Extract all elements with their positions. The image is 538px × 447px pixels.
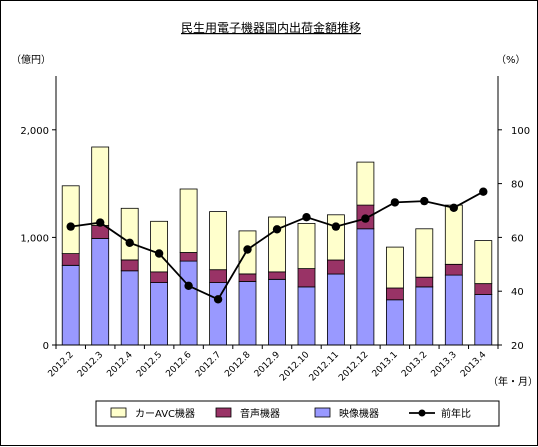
y2-tick-label-80: 80 [511, 180, 524, 191]
bar-audio-2012.10 [297, 268, 316, 288]
bar-audio-2012.8 [238, 273, 257, 282]
legend-swatch-0 [110, 407, 127, 418]
y2-tick-label-100: 100 [511, 126, 530, 137]
legend-label-1: 音声機器 [240, 407, 280, 420]
bar-video-2012.9 [268, 278, 286, 346]
x-tick-label-2012.11: 2012.11 [308, 350, 341, 383]
bar-car-avc-2013.4 [474, 240, 493, 285]
bar-audio-2013.4 [474, 283, 493, 295]
legend-label-0: カーAVC機器 [135, 407, 195, 420]
y-tick-label-1000: 1,000 [20, 233, 49, 244]
bar-video-2013.2 [415, 286, 434, 346]
yoy-point-2012.7 [213, 295, 223, 304]
x-tick-label-2012.12: 2012.12 [337, 350, 370, 383]
y-axis-label: （億円） [11, 53, 51, 66]
x-tick-label-2012.7: 2012.7 [194, 350, 223, 379]
yoy-point-2013.4 [479, 187, 488, 196]
bar-car-avc-2012.3 [91, 146, 110, 226]
x-tick-label-2012.8: 2012.8 [223, 350, 253, 380]
bar-audio-2013.3 [444, 263, 463, 276]
bar-audio-2013.2 [415, 276, 434, 288]
bar-car-avc-2012.7 [209, 211, 228, 271]
bar-video-2012.12 [356, 228, 375, 346]
bar-video-2012.11 [326, 273, 345, 346]
bar-video-2012.6 [179, 260, 198, 346]
x-tick-label-2012.9: 2012.9 [253, 350, 283, 380]
chart-title: 民生用電子機器国内出荷金額推移 [181, 20, 361, 35]
yoy-point-2012.5 [154, 249, 164, 258]
x-tick-label-2012.2: 2012.2 [47, 350, 76, 379]
bar-video-2012.10 [297, 286, 316, 346]
yoy-point-2012.4 [125, 238, 134, 247]
y2-tick-label-20: 20 [511, 341, 524, 352]
legend-swatch-2 [314, 407, 331, 418]
bar-car-avc-2012.2 [61, 185, 80, 255]
bar-video-2012.7 [209, 282, 228, 346]
bar-audio-2012.4 [120, 259, 139, 272]
x-tick-label-2012.4: 2012.4 [105, 350, 135, 380]
bar-video-2012.2 [61, 264, 80, 346]
bar-car-avc-2013.2 [415, 228, 434, 278]
bar-car-avc-2012.5 [150, 220, 169, 273]
x-tick-label-2012.3: 2012.3 [76, 350, 105, 379]
bar-audio-2012.7 [209, 269, 228, 284]
bar-video-2012.5 [150, 282, 169, 346]
yoy-point-2013.2 [420, 196, 429, 206]
bar-car-avc-2013.1 [385, 246, 404, 289]
x-tick-label-2012.5: 2012.5 [135, 350, 164, 379]
x-tick-label-2012.6: 2012.6 [164, 350, 194, 380]
bar-car-avc-2013.3 [444, 204, 463, 265]
bar-car-avc-2012.10 [297, 222, 316, 269]
bar-video-2012.8 [238, 281, 257, 346]
bar-audio-2012.6 [179, 252, 198, 262]
bar-video-2013.4 [474, 293, 493, 346]
yoy-point-2012.10 [302, 213, 311, 222]
x-tick-label-2013.1: 2013.1 [371, 350, 400, 379]
legend-swatch-1 [215, 407, 232, 418]
bar-car-avc-2012.12 [356, 161, 375, 206]
yoy-point-2013.1 [390, 198, 400, 207]
bar-car-avc-2012.4 [120, 207, 139, 261]
bar-car-avc-2012.6 [179, 188, 198, 253]
yoy-point-2013.3 [449, 203, 458, 212]
bar-car-avc-2012.11 [326, 214, 345, 261]
x-axis-label: （年・月） [488, 375, 538, 388]
y2-tick-label-60: 60 [511, 233, 524, 244]
legend-label-3: 前年比 [441, 407, 471, 420]
x-tick-label-2013.2: 2013.2 [400, 350, 429, 379]
y-tick-label-0: 0 [43, 341, 49, 352]
yoy-point-2012.11 [331, 222, 341, 231]
x-tick-label-2012.10: 2012.10 [278, 350, 312, 384]
y-tick-label-2000: 2,000 [20, 126, 49, 137]
x-tick-label-2013.4: 2013.4 [459, 350, 489, 380]
bar-video-2013.3 [444, 274, 463, 346]
yoy-point-2012.8 [243, 245, 252, 254]
bar-video-2012.4 [120, 270, 139, 346]
x-tick-label-2013.3: 2013.3 [430, 350, 459, 379]
bar-video-2013.1 [385, 299, 404, 346]
bar-audio-2012.2 [61, 253, 80, 266]
bar-car-avc-2012.9 [268, 216, 286, 273]
legend-label-2: 映像機器 [339, 407, 379, 420]
bar-audio-2012.11 [326, 259, 345, 275]
bar-video-2012.3 [91, 238, 110, 346]
legend-marker-yoy [418, 409, 426, 417]
yoy-point-2012.2 [66, 222, 75, 231]
y2-axis-label: （%） [496, 54, 526, 66]
yoy-point-2012.6 [184, 281, 193, 290]
y2-tick-label-40: 40 [511, 287, 524, 298]
bar-audio-2013.1 [385, 287, 404, 301]
yoy-point-2012.3 [96, 218, 105, 227]
yoy-point-2012.12 [361, 214, 370, 223]
bar-audio-2012.5 [150, 271, 169, 283]
yoy-point-2012.9 [272, 225, 282, 234]
bar-audio-2012.9 [268, 271, 286, 280]
